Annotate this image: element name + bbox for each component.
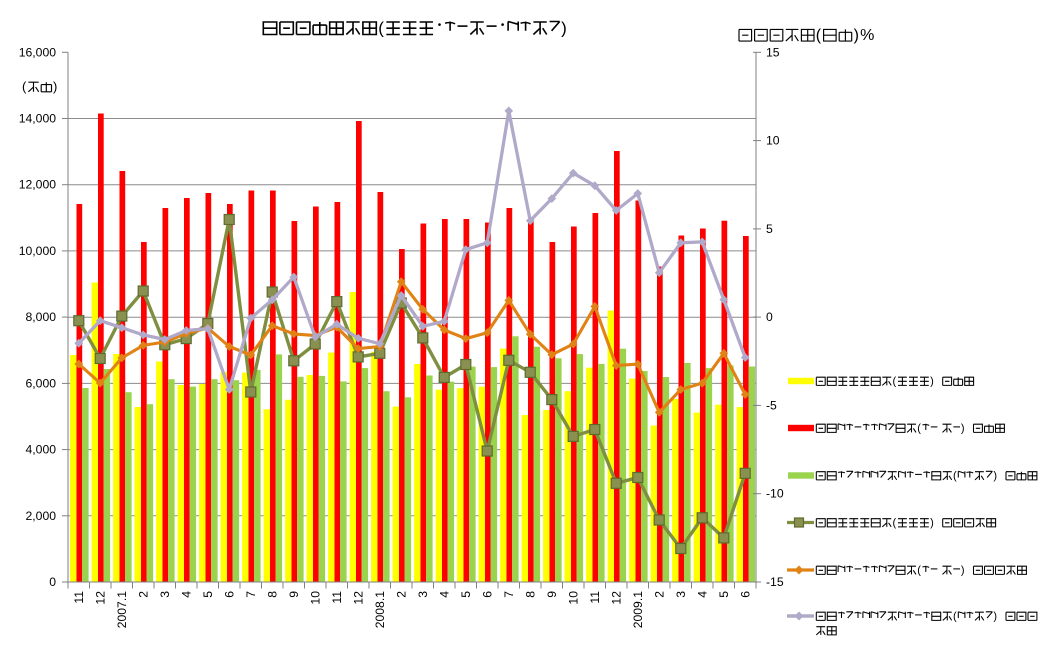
- svg-text:(: (: [953, 611, 957, 623]
- svg-text:2: 2: [653, 591, 667, 598]
- svg-text:8,000: 8,000: [26, 310, 57, 324]
- svg-text:(: (: [917, 423, 921, 435]
- svg-text:): ): [561, 18, 567, 37]
- svg-text:): ): [993, 470, 997, 482]
- svg-text:10: 10: [567, 591, 581, 605]
- svg-text:16,000: 16,000: [19, 45, 56, 59]
- svg-text:(: (: [893, 376, 897, 388]
- svg-text:12,000: 12,000: [19, 178, 56, 192]
- svg-text:(: (: [917, 565, 921, 577]
- svg-text:2007.1: 2007.1: [115, 591, 129, 628]
- svg-text:): ): [930, 517, 934, 529]
- svg-text:-5: -5: [766, 398, 777, 412]
- svg-text:12: 12: [610, 591, 624, 605]
- svg-text:11: 11: [330, 591, 344, 604]
- svg-text:10: 10: [766, 134, 780, 148]
- svg-text:5: 5: [717, 591, 731, 598]
- svg-text:6,000: 6,000: [26, 376, 57, 390]
- svg-text:2: 2: [136, 591, 150, 598]
- svg-text:): ): [961, 565, 965, 577]
- svg-text:-15: -15: [766, 575, 784, 589]
- svg-text:12: 12: [351, 591, 365, 605]
- svg-text:9: 9: [287, 591, 301, 598]
- svg-text:9: 9: [545, 591, 559, 598]
- svg-text:(: (: [378, 18, 384, 37]
- svg-text:6: 6: [222, 591, 236, 598]
- svg-text:2008.1: 2008.1: [373, 591, 387, 628]
- svg-text:3: 3: [158, 591, 172, 598]
- svg-text:): ): [930, 376, 934, 388]
- svg-text:3: 3: [674, 591, 688, 598]
- svg-text:): ): [854, 27, 859, 44]
- svg-text:2: 2: [394, 591, 408, 598]
- svg-text:11: 11: [72, 591, 86, 604]
- svg-text:0: 0: [49, 575, 56, 589]
- svg-text:(: (: [953, 470, 957, 482]
- svg-text:10: 10: [308, 591, 322, 605]
- svg-text:11: 11: [588, 591, 602, 604]
- svg-text:(: (: [816, 27, 822, 44]
- svg-text:10,000: 10,000: [19, 244, 56, 258]
- svg-text:4: 4: [696, 591, 710, 598]
- svg-text:): ): [961, 423, 965, 435]
- svg-text:6: 6: [739, 591, 753, 598]
- svg-text:3: 3: [416, 591, 430, 598]
- svg-text:14,000: 14,000: [19, 112, 56, 126]
- svg-text:): ): [53, 79, 57, 94]
- svg-text:(: (: [22, 79, 27, 94]
- svg-text:0: 0: [766, 310, 773, 324]
- svg-text:6: 6: [480, 591, 494, 598]
- svg-text:8: 8: [524, 591, 538, 598]
- svg-text:%: %: [860, 27, 874, 44]
- svg-text:5: 5: [766, 222, 773, 236]
- svg-text:(: (: [893, 517, 897, 529]
- svg-text:-10: -10: [766, 487, 784, 501]
- svg-text:8: 8: [265, 591, 279, 598]
- svg-text:4: 4: [437, 591, 451, 598]
- svg-text:12: 12: [94, 591, 108, 605]
- svg-text:5: 5: [201, 591, 215, 598]
- svg-text:2009.1: 2009.1: [631, 591, 645, 628]
- svg-text:7: 7: [502, 591, 516, 598]
- svg-text:2,000: 2,000: [26, 509, 57, 523]
- svg-text:4,000: 4,000: [26, 443, 57, 457]
- svg-text:): ): [993, 611, 997, 623]
- svg-text:15: 15: [766, 45, 780, 59]
- svg-text:7: 7: [244, 591, 258, 598]
- svg-text:5: 5: [459, 591, 473, 598]
- svg-text:4: 4: [179, 591, 193, 598]
